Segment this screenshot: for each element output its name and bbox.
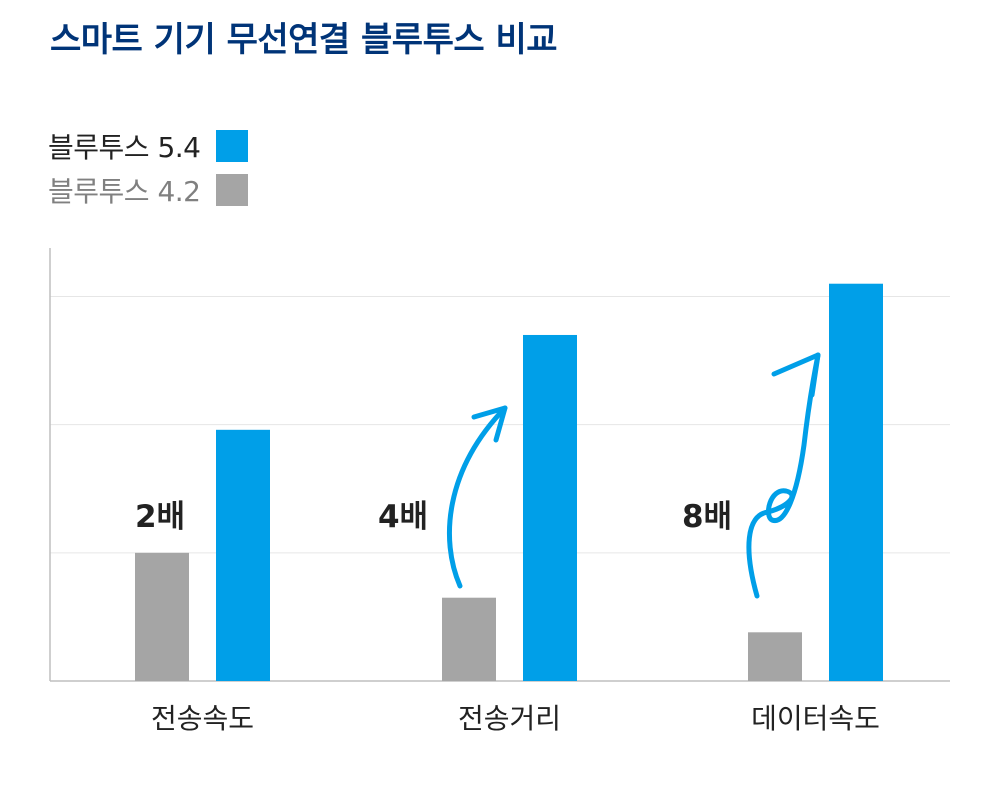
bar-bt54-0 — [216, 429, 270, 681]
x-tick-label-1: 전송거리 — [458, 702, 561, 735]
annotation-label-1: 4배 — [378, 499, 428, 535]
x-tick-label-0: 전송속도 — [151, 702, 254, 735]
legend-item-bt42: 블루투스 4.2 — [48, 168, 249, 212]
annotation-label-0: 2배 — [135, 499, 185, 535]
bar-bt42-0 — [135, 552, 189, 681]
legend-label-bt54: 블루투스 5.4 — [48, 131, 201, 164]
bar-bt54-2 — [829, 283, 883, 681]
chart-title: 스마트 기기 무선연결 블루투스 비교 — [50, 20, 558, 60]
bar-bt54-1 — [523, 334, 577, 681]
arrow-head-1 — [471, 405, 508, 443]
legend-item-bt54: 블루투스 5.4 — [48, 124, 249, 168]
legend-swatch-bt42 — [216, 174, 249, 206]
legend-label-bt42: 블루투스 4.2 — [48, 175, 201, 208]
bar-bt42-2 — [748, 632, 802, 681]
annotation-label-2: 8배 — [682, 499, 732, 535]
legend-swatch-bt54 — [216, 130, 249, 162]
arrow-shaft-1 — [446, 405, 508, 589]
arrow-shaft-2 — [746, 352, 821, 599]
bar-bt42-1 — [442, 597, 496, 681]
x-tick-label-2: 데이터속도 — [751, 702, 880, 735]
arrow-head-2 — [771, 352, 821, 398]
legend: 블루투스 5.4 블루투스 4.2 — [48, 124, 249, 212]
